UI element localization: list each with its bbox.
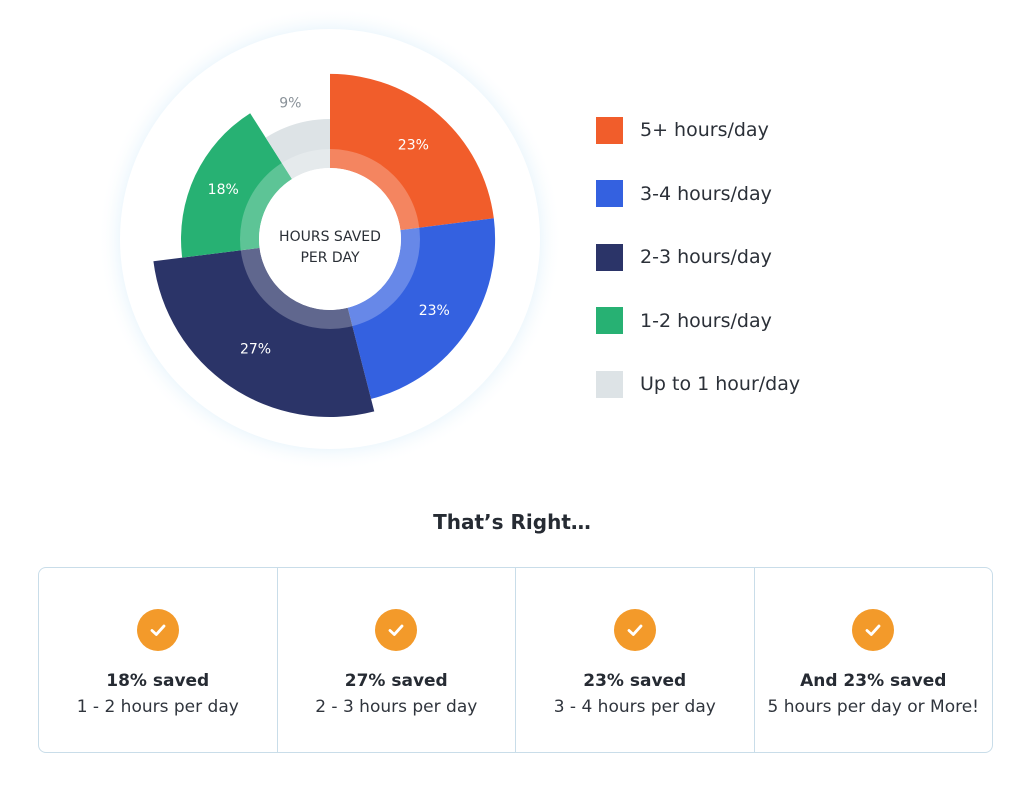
summary-card: 27% saved 2 - 3 hours per day (278, 568, 516, 752)
center-label-line-1: HOURS SAVED (279, 229, 381, 245)
card-title: 18% saved (106, 671, 210, 691)
legend-label: 2-3 hours/day (640, 246, 772, 268)
legend-label: 1-2 hours/day (640, 309, 772, 332)
pie-slice (153, 247, 375, 417)
pie-slice (347, 218, 496, 399)
slice-label: 9% (279, 96, 301, 112)
card-title: And 23% saved (800, 671, 947, 691)
legend-item: 3-4 hours/day (596, 177, 896, 211)
legend-item: Up to 1 hour/day (596, 367, 896, 401)
chart-legend: 5+ hours/day 3-4 hours/day 2-3 hours/day… (596, 113, 896, 431)
legend-item: 2-3 hours/day (596, 240, 896, 274)
slice-label: 23% (398, 137, 429, 153)
legend-swatch-up-to-1 (596, 370, 623, 398)
pie-slice (265, 119, 330, 180)
legend-swatch-5-plus (596, 116, 623, 144)
center-label-line-2: PER DAY (300, 250, 359, 266)
card-subtitle: 2 - 3 hours per day (315, 697, 478, 717)
card-title: 23% saved (583, 671, 687, 691)
legend-label: Up to 1 hour/day (640, 373, 801, 395)
slice-label: 23% (419, 303, 450, 319)
check-circle-icon (613, 609, 656, 651)
card-subtitle: 5 hours per day or More! (767, 697, 980, 717)
check-circle-icon (136, 609, 179, 651)
headline: That’s Right… (433, 510, 591, 534)
legend-item: 1-2 hours/day (596, 304, 896, 338)
summary-card: 23% saved 3 - 4 hours per day (516, 568, 755, 752)
legend-swatch-3-4 (596, 180, 623, 207)
center-hole (259, 168, 401, 310)
check-circle-icon (852, 609, 895, 651)
check-circle-icon (375, 609, 418, 651)
legend-label: 5+ hours/day (640, 119, 769, 141)
pie-slice (181, 113, 292, 258)
legend-label: 3-4 hours/day (640, 182, 772, 205)
card-subtitle: 3 - 4 hours per day (553, 697, 716, 717)
slice-label: 27% (240, 342, 271, 358)
chart-area: 23% 23% 27% 18% 9% HOURS SAVED PER DAY 5+ ho… (98, 7, 896, 470)
summary-card: And 23% saved 5 hours per day or More! (755, 568, 993, 752)
card-subtitle: 1 - 2 hours per day (76, 697, 239, 717)
legend-item: 5+ hours/day (596, 113, 896, 147)
slice-label: 18% (208, 182, 239, 198)
summary-cards: 18% saved 1 - 2 hours per day 27% saved … (38, 567, 993, 753)
rose-chart: 23% 23% 27% 18% 9% HOURS SAVED PER DAY (98, 7, 562, 470)
card-title: 27% saved (344, 671, 448, 691)
legend-swatch-1-2 (596, 307, 623, 334)
summary-card: 18% saved 1 - 2 hours per day (39, 568, 278, 752)
legend-swatch-2-3 (596, 243, 623, 271)
pie-slice (330, 73, 494, 231)
